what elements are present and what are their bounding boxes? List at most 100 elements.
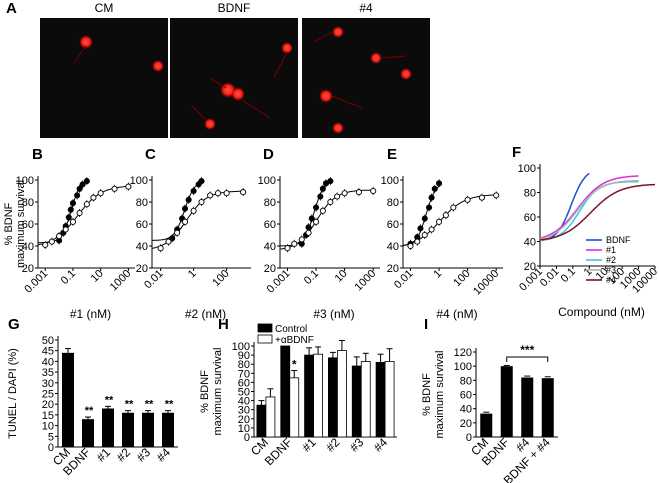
y-tick-label-G: 45 [42,346,54,358]
y-tick-label-H: 80 [238,359,250,371]
bar-H-#3-1 [360,361,371,438]
x-tick-label-C: 1 [186,268,199,281]
y-tick-label-B: 60 [22,219,34,231]
panel-label-a: A [6,0,17,17]
bar-H-BDNF-1 [289,377,300,438]
curve-F-#1 [539,175,639,239]
data-point-D-filled [308,215,315,222]
data-point-B-open [42,241,49,248]
bar-H-#1-1 [313,353,323,438]
data-point-B-open [83,201,90,208]
data-point-D-open [298,236,305,243]
category-label-G: #1 [94,445,114,465]
bar-G-#4 [162,412,174,447]
x-axis-label-E: #4 (nM) [436,307,477,321]
x-tick-label-D: 10 [333,268,350,285]
legend-label-F: #3 [606,265,616,275]
micrograph-4 [302,18,430,138]
y-tick-label-D: 100 [258,175,276,187]
y-tick-label-G: 25 [42,389,54,401]
y-tick-label-H: 70 [238,368,250,380]
panel-label-e: E [387,146,398,163]
x-tick-label-F: 0.01 [538,266,562,290]
micrograph-bdnf [170,18,298,138]
data-point-D-open [370,187,377,195]
y-tick-label-I: 80 [460,375,472,387]
legend-label-F: #2 [606,255,616,265]
x-axis-label-C: #2 (nM) [185,307,226,321]
data-point-C-open [223,190,230,197]
y-tick-label-H: 100 [232,341,250,353]
y-tick-label-F: 80 [524,188,536,200]
data-point-D-open [341,190,348,197]
data-point-B-open [111,185,118,192]
data-point-E-filled [428,194,435,201]
y-tick-label-G: 5 [48,431,54,443]
data-point-E-filled [431,185,438,192]
data-point-E-open [478,194,485,201]
y-tick-label-C: 80 [136,197,148,209]
category-label-H: #3 [347,435,367,455]
data-point-E-open [464,196,471,203]
x-tick-label-F: 1 [582,266,595,279]
data-point-C-open [165,238,172,245]
y-axis-label-I: % BDNF [421,373,433,416]
data-point-B-filled [83,178,90,185]
data-point-B-open [97,190,104,197]
significance-G: ** [165,399,174,411]
data-point-E-filled [435,180,443,187]
data-point-C-filled [185,196,192,203]
bar-H-CM-0 [256,404,267,438]
data-point-B-open [125,183,132,190]
y-tick-label-I: 0 [466,432,472,444]
data-point-E-open [493,192,500,199]
y-tick-label-H: 40 [238,396,250,408]
micrograph-bdnf-cells [191,42,293,130]
y-tick-label-H: 90 [238,350,250,362]
data-point-D-open [284,245,291,252]
y-tick-label-G: 40 [42,356,54,368]
y-tick-label-C: 100 [130,175,148,187]
significance-G: ** [105,394,114,406]
significance-H: * [292,358,297,372]
y-tick-label-G: 15 [42,410,54,422]
x-tick-label-E: 10000 [471,268,501,298]
curve-F-#4 [539,183,656,241]
data-point-D-open [327,198,334,206]
bar-I-#4 [521,377,534,437]
y-axis-label-I: maximum survival [434,350,446,438]
bar-H-#4-0 [375,361,386,438]
bar-H-#3-0 [351,365,362,438]
y-tick-label-B: 40 [22,241,34,253]
y-tick-label-G: 30 [42,378,54,390]
significance-G: ** [145,399,154,411]
data-point-E-open [428,226,435,233]
data-point-B-open [76,209,83,217]
y-axis-label-G: TUNEL / DAPI (%) [7,348,19,439]
legend-label-F: #4 [606,275,616,285]
panel-label-d: D [263,146,274,163]
y-tick-label-I: 100 [454,361,472,373]
data-point-D-open [291,240,298,247]
y-tick-label-C: 60 [136,219,148,231]
data-point-B-open [90,194,97,201]
data-point-C-open [214,190,222,197]
x-tick-label-F: 0.1 [559,266,578,285]
y-tick-label-H: 10 [238,423,250,435]
y-tick-label-D: 20 [264,263,276,275]
data-point-E-filled [417,225,424,232]
micrograph-title-4: #4 [359,1,373,15]
y-tick-label-H: 60 [238,377,250,389]
legend-swatch-H-0 [257,323,273,333]
y-tick-label-H: 30 [238,405,250,417]
data-point-E-open [450,204,457,211]
data-point-D-filled [312,204,320,211]
x-tick-label-B: 10 [89,268,106,285]
bar-H-CM-1 [265,396,276,438]
data-point-E-open [435,218,443,225]
data-point-C-open [174,229,181,236]
y-tick-label-F: 20 [524,261,536,273]
panel-label-f: F [512,144,522,161]
x-tick-label-D: 0.1 [302,268,321,287]
data-point-C-open [181,218,189,225]
